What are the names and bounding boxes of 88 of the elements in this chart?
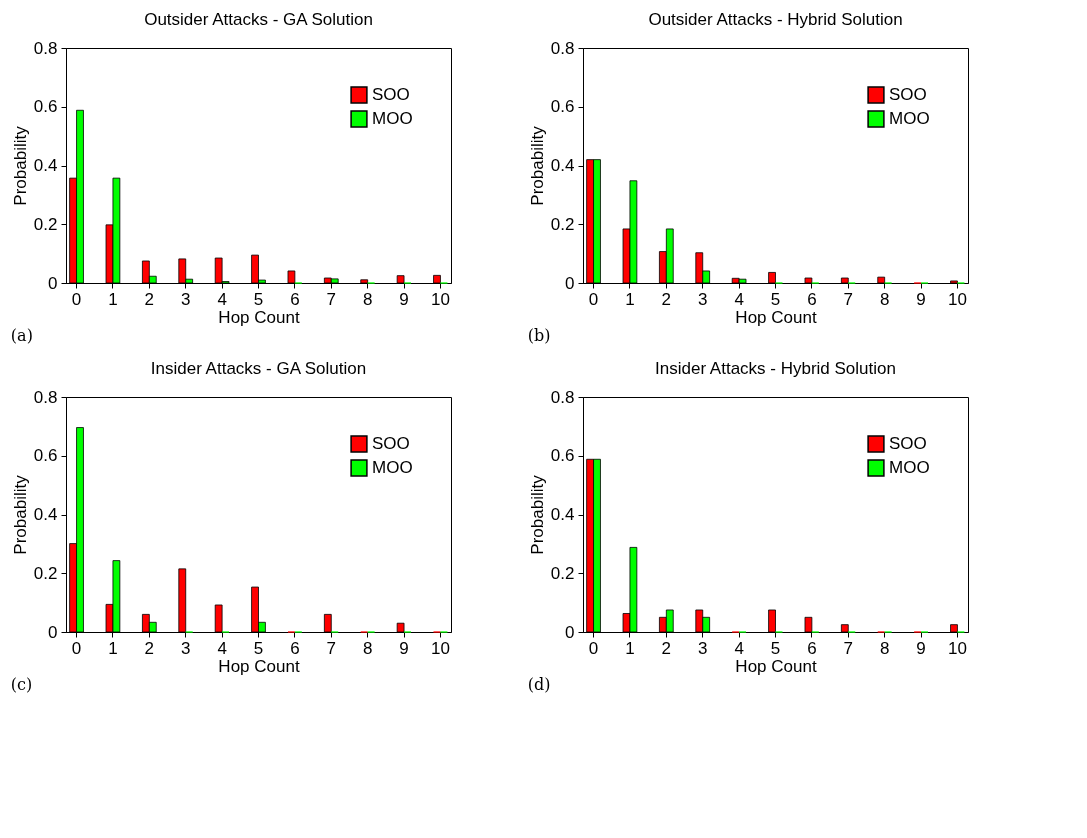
chart-title: Insider Attacks - GA Solution	[150, 359, 367, 378]
x-tick-label: 4	[217, 289, 227, 309]
x-axis-title: Hop Count	[735, 656, 817, 676]
chart-title: Insider Attacks - Hybrid Solution	[655, 359, 896, 378]
x-tick-label: 5	[253, 289, 264, 309]
y-axis-title: Probability	[10, 474, 30, 555]
y-tick-label: 0.4	[33, 156, 58, 175]
x-tick-label: 6	[290, 638, 300, 658]
x-tick-label: 10	[430, 289, 450, 309]
x-tick-label: 8	[362, 638, 373, 658]
x-tick-label: 6	[807, 289, 817, 309]
y-tick-label: 0.8	[33, 387, 58, 407]
x-tick-label: 1	[108, 638, 118, 658]
x-tick-label: 5	[253, 638, 264, 658]
x-tick-label: 4	[734, 289, 744, 309]
x-tick-label: 7	[326, 638, 337, 658]
y-tick-label: 0.2	[33, 563, 58, 583]
y-tick-label: 0.6	[550, 446, 575, 466]
x-tick-label: 2	[144, 289, 155, 309]
legend-label: SOO	[372, 85, 410, 104]
y-axis-title: Probability	[527, 474, 547, 555]
legend-label: SOO	[889, 85, 927, 104]
x-axis-title: Hop Count	[218, 307, 300, 327]
y-axis-title: Probability	[527, 125, 547, 206]
y-axis-title: Probability	[10, 125, 30, 206]
legend-label: MOO	[889, 458, 930, 477]
x-tick-label: 6	[290, 289, 300, 309]
text: (a)	[10, 325, 33, 345]
x-tick-label: 3	[180, 289, 191, 309]
y-tick-label: 0.4	[33, 505, 58, 524]
y-tick-label: 0.8	[33, 38, 58, 58]
y-tick-label: 0	[565, 622, 575, 642]
x-tick-label: 2	[661, 638, 672, 658]
x-tick-label: 9	[399, 289, 409, 309]
x-tick-label: 8	[879, 638, 890, 658]
x-tick-label: 10	[947, 289, 967, 309]
x-tick-label: 0	[71, 289, 82, 309]
y-tick-label: 0	[565, 273, 575, 293]
legend-label: SOO	[889, 434, 927, 453]
text: (d)	[527, 674, 551, 694]
x-tick-label: 6	[807, 638, 817, 658]
x-tick-label: 8	[879, 289, 890, 309]
x-tick-label: 9	[916, 638, 926, 658]
x-tick-label: 3	[180, 638, 191, 658]
x-tick-label: 10	[430, 638, 450, 658]
x-tick-label: 2	[144, 638, 155, 658]
legend-label: MOO	[372, 458, 413, 477]
x-tick-label: 1	[108, 289, 118, 309]
y-tick-label: 0	[48, 273, 58, 293]
text: (b)	[527, 325, 551, 345]
x-tick-label: 9	[399, 638, 409, 658]
x-tick-label: 4	[734, 638, 744, 658]
chart-title: Outsider Attacks - GA Solution	[144, 10, 373, 29]
x-tick-label: 3	[697, 289, 708, 309]
y-tick-label: 0.8	[550, 387, 575, 407]
y-tick-label: 0.6	[33, 97, 58, 117]
x-tick-label: 5	[770, 638, 781, 658]
x-tick-label: 10	[947, 638, 967, 658]
x-tick-label: 1	[625, 289, 635, 309]
y-tick-label: 0.6	[550, 97, 575, 117]
text: (c)	[10, 674, 33, 694]
x-tick-label: 7	[843, 638, 854, 658]
y-tick-label: 0.2	[550, 214, 575, 234]
x-axis-title: Hop Count	[218, 656, 300, 676]
legend-label: SOO	[372, 434, 410, 453]
x-tick-label: 9	[916, 289, 926, 309]
x-tick-label: 8	[362, 289, 373, 309]
y-tick-label: 0.4	[550, 156, 575, 175]
y-tick-label: 0.4	[550, 505, 575, 524]
y-tick-label: 0	[48, 622, 58, 642]
chart-title: Outsider Attacks - Hybrid Solution	[648, 10, 903, 29]
y-tick-label: 0.2	[33, 214, 58, 234]
x-tick-label: 4	[217, 638, 227, 658]
x-tick-label: 5	[770, 289, 781, 309]
x-tick-label: 3	[697, 638, 708, 658]
y-tick-label: 0.8	[550, 38, 575, 58]
x-tick-label: 7	[843, 289, 854, 309]
legend-label: MOO	[889, 109, 930, 128]
x-tick-label: 0	[588, 638, 599, 658]
y-tick-label: 0.6	[33, 446, 58, 466]
legend-label: MOO	[372, 109, 413, 128]
x-tick-label: 1	[625, 638, 635, 658]
y-tick-label: 0.2	[550, 563, 575, 583]
x-tick-label: 0	[71, 638, 82, 658]
x-tick-label: 7	[326, 289, 337, 309]
x-tick-label: 0	[588, 289, 599, 309]
x-tick-label: 2	[661, 289, 672, 309]
x-axis-title: Hop Count	[735, 307, 817, 327]
